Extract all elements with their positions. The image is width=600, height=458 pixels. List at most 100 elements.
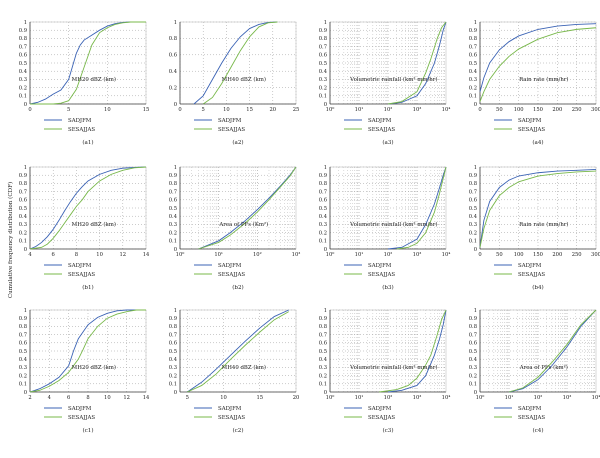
ytick-label-b3: 0.8 xyxy=(319,181,327,187)
legend-label-b3: SADJFM xyxy=(368,263,392,269)
ytick-label-c2: 0.3 xyxy=(169,365,177,371)
ytick-label-c4: 0.7 xyxy=(469,332,477,338)
xtick-label-a4: 200 xyxy=(552,107,562,113)
ytick-label-a4: 0.6 xyxy=(469,53,477,59)
xlabel-b4: Rain rate (mm/hr) xyxy=(519,221,568,228)
ytick-label-c1: 0.6 xyxy=(19,341,27,347)
ytick-label-c4: 0.9 xyxy=(469,316,477,322)
xtick-label-c1: 4 xyxy=(48,395,52,401)
legend-label-c3: SADJFM xyxy=(368,406,392,412)
ytick-label-b2: 0.4 xyxy=(169,214,178,220)
xtick-label-a3: 10¹ xyxy=(355,107,364,113)
xtick-label-a3: 10⁰ xyxy=(326,107,335,113)
ytick-label-c4: 0.3 xyxy=(469,365,477,371)
series-line-a3-1 xyxy=(387,21,447,105)
xtick-label-b1: 12 xyxy=(119,252,126,258)
ytick-label-b1: 0.2 xyxy=(19,230,27,236)
ytick-label-a1: 0.4 xyxy=(19,69,28,75)
ytick-label-b3: 0 xyxy=(324,247,327,253)
xtick-label-a2: 20 xyxy=(269,107,276,113)
ytick-label-a1: 0.5 xyxy=(19,61,27,67)
ytick-label-b2: 1 xyxy=(174,165,177,171)
series-line-b2-1 xyxy=(198,166,297,250)
series-line-b4-0 xyxy=(479,169,597,248)
ytick-label-c1: 1 xyxy=(24,308,27,314)
xtick-label-c4: 10⁰ xyxy=(476,395,485,401)
panel-label-b4: (b4) xyxy=(532,284,544,291)
xtick-label-a3: 10³ xyxy=(413,107,422,113)
xtick-label-b1: 10 xyxy=(96,252,103,258)
ytick-label-a3: 0.4 xyxy=(319,69,328,75)
xtick-label-b1: 14 xyxy=(143,252,150,258)
ytick-label-c1: 0.2 xyxy=(19,373,27,379)
ytick-label-b1: 0 xyxy=(24,247,27,253)
ytick-label-c4: 0.8 xyxy=(469,324,477,330)
ytick-label-a4: 0.4 xyxy=(469,69,478,75)
ytick-label-b1: 0.9 xyxy=(19,173,27,179)
legend-label-b3: SESAJJAS xyxy=(368,272,395,278)
xtick-label-b3: 10⁴ xyxy=(442,252,451,258)
figure-ylabel: Cumulative frequency distribution (CDF) xyxy=(7,182,14,298)
xlabel-c1: MH20 dBZ (km) xyxy=(72,364,116,371)
series-line-c1-1 xyxy=(29,309,146,393)
ytick-label-c1: 0.3 xyxy=(19,365,27,371)
legend-label-b1: SADJFM xyxy=(68,263,92,269)
xtick-label-c2: 5 xyxy=(186,395,189,401)
ytick-label-b4: 0.6 xyxy=(469,198,477,204)
series-line-c2-1 xyxy=(187,311,289,393)
subplot-a1: 00.10.20.30.40.50.60.70.80.910 5 10 15MH20 … xyxy=(19,20,150,146)
ytick-label-b4: 0.4 xyxy=(469,214,478,220)
xtick-label-c2: 10 xyxy=(220,395,227,401)
xtick-label-b4: 250 xyxy=(572,252,582,258)
series-line-c1-0 xyxy=(29,309,146,393)
series-line-b1-0 xyxy=(29,166,147,250)
panel-label-c2: (c2) xyxy=(232,427,243,434)
xtick-label-a2: 10 xyxy=(223,107,230,113)
ytick-label-b1: 0.8 xyxy=(19,181,27,187)
ytick-label-b2: 0.6 xyxy=(169,198,177,204)
ytick-label-c3: 0.4 xyxy=(319,357,328,363)
ytick-label-a3: 0.2 xyxy=(319,85,327,91)
ytick-label-a4: 0.2 xyxy=(469,85,477,91)
ytick-label-a1: 0.3 xyxy=(19,77,27,83)
ytick-label-a1: 0.1 xyxy=(19,94,27,100)
xtick-label-a4: 0 xyxy=(478,107,481,113)
xlabel-a3: Volumetric rainfall (km² mm/hr) xyxy=(349,76,437,83)
panel-label-c1: (c1) xyxy=(82,427,93,434)
xtick-label-c1: 14 xyxy=(143,395,150,401)
series-line-c2-0 xyxy=(186,309,289,393)
xtick-label-c3: 10⁴ xyxy=(442,395,451,401)
series-line-c3-0 xyxy=(387,309,447,393)
ytick-label-c2: 0.2 xyxy=(169,373,177,379)
legend-label-a2: SESAJJAS xyxy=(218,127,245,133)
xtick-label-c1: 12 xyxy=(123,395,130,401)
xtick-label-a4: 50 xyxy=(496,107,503,113)
ytick-label-a2: 0 xyxy=(174,102,177,108)
ytick-label-c1: 0.4 xyxy=(19,357,28,363)
ytick-label-c1: 0.7 xyxy=(19,332,27,338)
ytick-label-c1: 0.8 xyxy=(19,324,27,330)
xtick-label-a4: 250 xyxy=(572,107,582,113)
subplot-a4: 0 0.1 0.2 0.3 0.4 0.5 0.6 0.7 0.8 0.9 1 0 50 100 150 20… xyxy=(469,20,600,146)
xtick-label-c4: 10³ xyxy=(563,395,572,401)
legend-label-b2: SESAJJAS xyxy=(218,272,245,278)
ytick-label-b4: 0.8 xyxy=(469,181,477,187)
ytick-label-b3: 0.6 xyxy=(319,198,327,204)
ytick-label-b3: 0.5 xyxy=(319,206,327,212)
subplot-c3: 0 0.1 0.2 0.3 0.4 0.5 0.6 0.7 0.8 0.9 1 10⁰ 10¹ 10² 10… xyxy=(319,308,451,434)
ytick-label-b3: 0.7 xyxy=(319,189,327,195)
xtick-label-a1: 0 xyxy=(28,107,31,113)
ytick-label-c4: 0 xyxy=(474,390,477,396)
ytick-label-a3: 0.7 xyxy=(319,44,327,50)
figure-ylabel-holder: Cumulative frequency distribution (CDF) xyxy=(7,182,14,298)
xtick-label-c4: 10⁴ xyxy=(592,395,600,401)
series-line-a4-0 xyxy=(479,23,597,92)
panel-label-c4: (c4) xyxy=(532,427,543,434)
xtick-label-a4: 100 xyxy=(514,107,524,113)
ytick-label-c3: 0.9 xyxy=(319,316,327,322)
ytick-label-a1: 0.7 xyxy=(19,44,27,50)
ytick-label-a2: 0.2 xyxy=(169,85,177,91)
ytick-label-a4: 0.1 xyxy=(469,94,477,100)
xtick-label-c1: 8 xyxy=(86,395,89,401)
